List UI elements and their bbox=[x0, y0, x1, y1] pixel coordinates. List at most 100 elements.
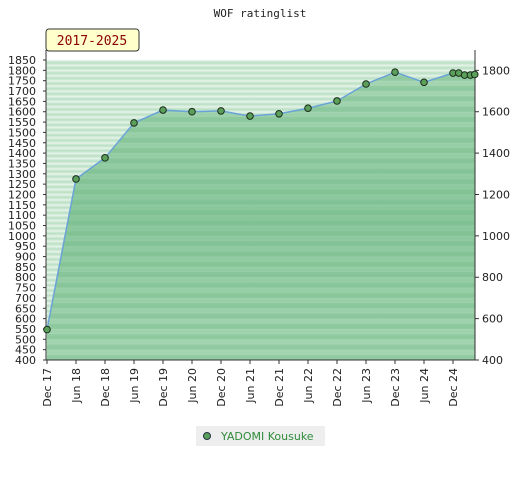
y-left-tick-label: 1000 bbox=[8, 230, 36, 243]
area-stripe bbox=[47, 168, 475, 174]
y-left-tick-label: 550 bbox=[15, 323, 36, 336]
x-tick-label: Dec 21 bbox=[273, 368, 286, 407]
data-point bbox=[333, 97, 341, 105]
x-tick-label: Dec 18 bbox=[99, 368, 112, 407]
background-band bbox=[46, 96, 475, 102]
data-point bbox=[391, 68, 399, 77]
y-left-tick-label: 1300 bbox=[8, 168, 36, 181]
data-point bbox=[188, 107, 196, 116]
y-left-tick-label: 650 bbox=[15, 302, 36, 315]
data-point bbox=[246, 112, 254, 120]
y-right-tick-label: 1200 bbox=[482, 188, 510, 201]
data-point bbox=[420, 78, 428, 87]
data-point bbox=[217, 107, 225, 115]
data-point bbox=[72, 175, 80, 183]
background-band bbox=[46, 106, 475, 113]
area-stripe bbox=[47, 251, 475, 257]
y-left-tick-label: 1500 bbox=[8, 126, 36, 139]
background-band bbox=[46, 101, 475, 108]
area-stripe bbox=[47, 323, 475, 329]
y-right-tick-label: 1400 bbox=[482, 147, 510, 160]
data-point bbox=[362, 80, 370, 88]
y-left-tick-label: 500 bbox=[15, 333, 36, 346]
x-tick-label: Dec 19 bbox=[157, 368, 170, 407]
area-stripe bbox=[47, 178, 475, 185]
area-stripe bbox=[47, 313, 475, 319]
data-point bbox=[159, 106, 167, 114]
y-left-tick-label: 1600 bbox=[8, 106, 36, 119]
x-tick-label: Jun 19 bbox=[128, 368, 141, 404]
background-band bbox=[46, 65, 475, 71]
y-left-tick-label: 1050 bbox=[8, 220, 36, 233]
y-left-tick-label: 900 bbox=[15, 251, 36, 264]
area-stripe bbox=[47, 272, 475, 278]
y-right-tick-label: 800 bbox=[482, 271, 503, 284]
y-left-tick-label: 700 bbox=[15, 292, 36, 305]
y-right-tick-label: 1800 bbox=[482, 64, 510, 77]
y-left-tick-label: 1450 bbox=[8, 137, 36, 150]
background-band bbox=[46, 60, 475, 66]
y-right-tick-label: 1000 bbox=[482, 230, 510, 243]
y-right-tick-label: 600 bbox=[482, 313, 503, 326]
y-left-tick-label: 950 bbox=[15, 240, 36, 253]
y-axis-right: 1800 1600 1400 1200 1000 800 600 400 bbox=[475, 64, 510, 367]
area-stripe bbox=[47, 344, 475, 350]
y-left-tick-label: 1100 bbox=[8, 209, 36, 222]
x-tick-label: Dec 22 bbox=[331, 368, 344, 407]
y-left-tick-label: 1750 bbox=[8, 75, 36, 88]
area-stripe bbox=[47, 282, 475, 288]
y-left-tick-label: 1700 bbox=[8, 85, 36, 98]
y-left-tick-label: 1150 bbox=[8, 199, 36, 212]
data-point bbox=[43, 325, 51, 334]
x-tick-label: Dec 24 bbox=[447, 368, 460, 407]
area-stripe bbox=[47, 241, 475, 247]
y-right-tick-label: 400 bbox=[482, 354, 503, 367]
y-left-tick-label: 1850 bbox=[8, 54, 36, 67]
y-left-tick-label: 800 bbox=[15, 271, 36, 284]
area-stripe bbox=[47, 116, 475, 123]
y-left-tick-label: 850 bbox=[15, 261, 36, 274]
legend: YADOMI Kousuke bbox=[196, 426, 325, 446]
x-tick-label: Jun 23 bbox=[360, 368, 373, 404]
data-point bbox=[130, 119, 138, 127]
area-stripe bbox=[47, 127, 475, 133]
y-left-tick-label: 1200 bbox=[8, 188, 36, 201]
area-stripe bbox=[47, 303, 475, 309]
y-left-tick-label: 1800 bbox=[8, 64, 36, 77]
area-stripe bbox=[47, 158, 475, 164]
legend-label: YADOMI Kousuke bbox=[220, 430, 314, 443]
y-left-tick-label: 600 bbox=[15, 313, 36, 326]
legend-marker bbox=[203, 432, 211, 440]
x-tick-label: Jun 20 bbox=[186, 368, 199, 404]
area-stripe bbox=[47, 292, 475, 298]
area-stripe bbox=[47, 230, 475, 236]
background-band bbox=[46, 85, 475, 92]
x-tick-label: Dec 17 bbox=[41, 368, 54, 407]
background-band bbox=[46, 70, 475, 77]
area-stripe bbox=[47, 261, 475, 267]
area-stripe bbox=[47, 147, 475, 154]
area-stripe bbox=[47, 334, 475, 340]
x-tick-label: Dec 20 bbox=[215, 368, 228, 407]
area-stripe bbox=[47, 137, 475, 143]
area-stripe bbox=[47, 354, 475, 360]
area-stripe bbox=[47, 199, 475, 205]
x-tick-label: Jun 22 bbox=[302, 368, 315, 404]
rating-area-fill bbox=[47, 72, 475, 360]
area-stripe bbox=[47, 189, 475, 195]
data-point bbox=[470, 70, 479, 79]
y-axis-left: 1850180017501700165016001550150014501400… bbox=[8, 54, 46, 367]
period-badge-label: 2017-2025 bbox=[57, 34, 127, 49]
data-point bbox=[304, 104, 312, 113]
x-axis: Dec 17 Jun 18 Dec 18 Jun 19 Dec 19 Jun 20 Dec … bbox=[41, 360, 460, 407]
chart-title: WOF ratinglist bbox=[214, 7, 307, 20]
y-right-tick-label: 1600 bbox=[482, 106, 510, 119]
y-left-tick-label: 1350 bbox=[8, 157, 36, 170]
y-left-tick-label: 750 bbox=[15, 282, 36, 295]
area-stripe bbox=[47, 220, 475, 226]
y-left-tick-label: 400 bbox=[15, 354, 36, 367]
x-tick-label: Jun 18 bbox=[70, 368, 83, 404]
area-stripe bbox=[47, 210, 475, 216]
y-left-tick-label: 1650 bbox=[8, 95, 36, 108]
